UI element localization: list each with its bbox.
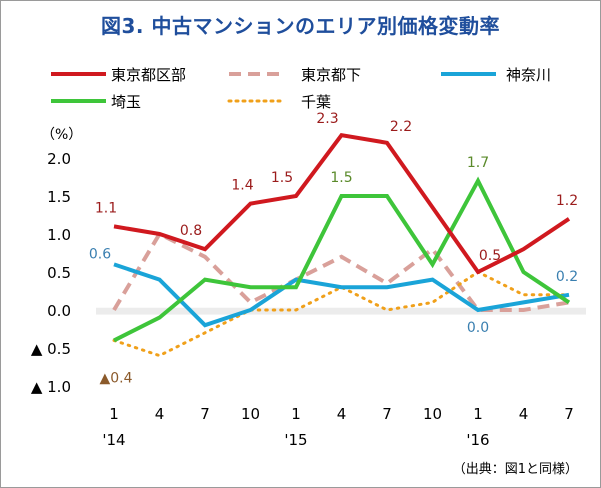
legend-label: 千葉 [301, 93, 331, 111]
x-tick-label: 4 [519, 405, 529, 423]
data-label: 0.0 [467, 320, 489, 336]
y-tick-label: ▲ 0.5 [31, 340, 71, 358]
data-label: ▲0.4 [99, 370, 132, 386]
data-label: 0.5 [479, 248, 501, 264]
x-tick-label: 4 [337, 405, 347, 423]
y-tick-label: 1.0 [47, 226, 71, 244]
legend-label: 神奈川 [506, 66, 551, 84]
x-tick-label: 7 [200, 405, 210, 423]
legend-label: 東京都区部 [111, 66, 186, 84]
data-label: 1.5 [330, 170, 352, 186]
data-label: 2.3 [316, 111, 338, 127]
data-label: 0.6 [89, 246, 111, 262]
y-unit-label: （%） [41, 127, 82, 143]
y-tick-label: 0.5 [47, 264, 71, 282]
x-tick-label: 1 [473, 405, 483, 423]
x-tick-label: 10 [423, 405, 442, 423]
data-label: 0.8 [180, 223, 202, 239]
x-tick-label: 7 [564, 405, 574, 423]
x-tick-label: 7 [382, 405, 392, 423]
x-tick-label: 1 [291, 405, 301, 423]
legend-label: 埼玉 [111, 93, 141, 111]
y-tick-label: 2.0 [47, 150, 71, 168]
x-tick-label: 4 [155, 405, 165, 423]
data-label: 1.5 [271, 170, 293, 186]
legend-label: 東京都下 [301, 66, 361, 84]
data-label: 1.2 [556, 193, 578, 209]
data-label: 1.1 [95, 200, 117, 216]
title-bar: 図3. 中古マンションのエリア別価格変動率 [1, 1, 600, 47]
y-tick-label: 1.5 [47, 188, 71, 206]
data-label: 0.2 [556, 269, 578, 285]
y-tick-label: 0.0 [47, 302, 71, 320]
y-tick-label: ▲ 1.0 [31, 378, 71, 396]
zero-band [96, 307, 586, 315]
x-year-label: '16 [466, 431, 489, 449]
x-year-label: '15 [284, 431, 307, 449]
series-line [113, 262, 570, 328]
x-tick-label: 10 [241, 405, 260, 423]
data-label: 2.2 [390, 119, 412, 135]
source-note: （出典：図1と同様） [452, 462, 578, 477]
data-label: 1.7 [467, 155, 489, 171]
x-tick-label: 1 [109, 405, 119, 423]
chart-title: 図3. 中古マンションのエリア別価格変動率 [101, 13, 500, 38]
x-year-label: '14 [102, 431, 125, 449]
data-label: 1.4 [231, 178, 253, 194]
